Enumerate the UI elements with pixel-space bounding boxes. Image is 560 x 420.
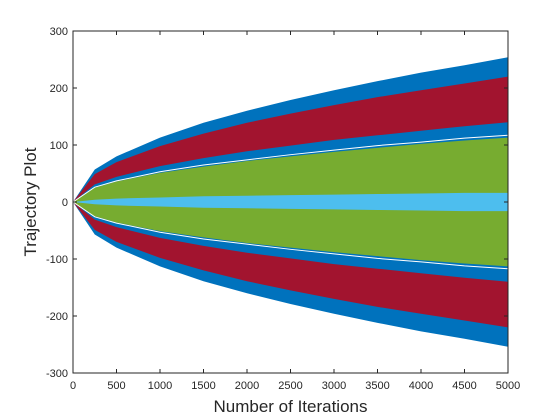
line-layer [72, 134, 509, 270]
trajectory-line-lower-1 [72, 201, 509, 270]
band-layer [73, 57, 508, 347]
y-axis-label: Trajectory Plot [21, 147, 40, 256]
x-axis-label: Number of Iterations [213, 397, 367, 416]
x-tick-label: 2500 [278, 380, 302, 392]
x-tick-label: 4500 [452, 380, 476, 392]
x-tick-label: 3500 [365, 380, 389, 392]
x-tick-label: 5000 [496, 380, 520, 392]
x-tick-label: 4000 [409, 380, 433, 392]
y-axis-ticks: -300 -200 -100 0 100 200 300 [46, 26, 508, 380]
y-tick-label: -200 [46, 311, 68, 323]
y-tick-label: 200 [50, 83, 68, 95]
x-tick-label: 1000 [148, 380, 172, 392]
x-tick-label: 2000 [235, 380, 259, 392]
x-axis-ticks: 0 500 1000 1500 2000 2500 3000 3500 4000 4500 5000 [70, 31, 520, 392]
y-tick-label: -300 [46, 368, 68, 380]
y-tick-label: 0 [62, 197, 68, 209]
x-tick-label: 0 [70, 380, 76, 392]
y-tick-label: 100 [50, 140, 68, 152]
x-tick-label: 500 [107, 380, 125, 392]
trajectory-line-upper-1 [72, 134, 509, 203]
y-tick-label: -100 [46, 254, 68, 266]
y-tick-label: 300 [50, 26, 68, 38]
band-area-5 [73, 192, 508, 212]
x-tick-label: 1500 [191, 380, 215, 392]
x-tick-label: 3000 [322, 380, 346, 392]
